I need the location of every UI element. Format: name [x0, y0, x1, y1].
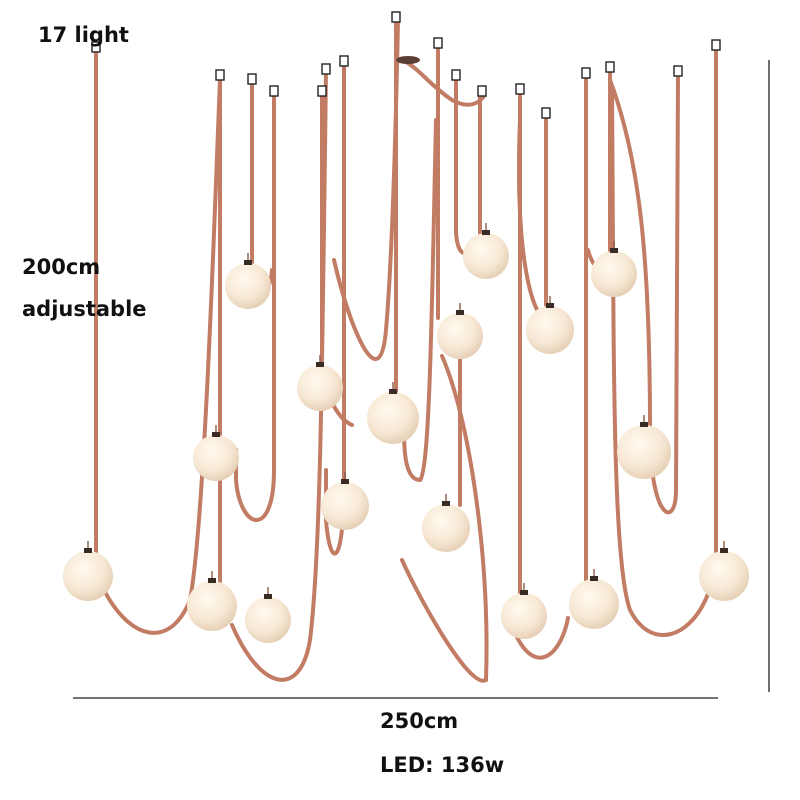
ceiling-mount — [317, 85, 327, 97]
glass-globe — [422, 504, 470, 552]
glass-globe — [699, 551, 749, 601]
glass-globe — [187, 581, 237, 631]
ceiling-mount — [581, 67, 591, 79]
globe-cap — [640, 422, 648, 427]
ceiling-mount — [215, 69, 225, 81]
globe-cap — [610, 248, 618, 253]
ceiling-mount — [91, 41, 101, 53]
ceiling-mount — [515, 83, 525, 95]
globe-cap — [720, 548, 728, 553]
width-label: 250cm — [380, 709, 458, 733]
globe-cap — [264, 594, 272, 599]
ceiling-mount — [269, 85, 279, 97]
light-count-label: 17 light — [38, 23, 129, 47]
glass-globe — [526, 306, 574, 354]
glass-globe — [321, 482, 369, 530]
globe-cap — [84, 548, 92, 553]
glass-globe — [463, 233, 509, 279]
ceiling-mount — [673, 65, 683, 77]
glass-globe — [591, 251, 637, 297]
globe-cap — [546, 303, 554, 308]
glass-globe — [245, 597, 291, 643]
glass-globe — [63, 551, 113, 601]
globe-cap — [442, 501, 450, 506]
globe-cap — [482, 230, 490, 235]
strap — [610, 88, 710, 637]
strap — [608, 76, 680, 515]
strap — [234, 90, 276, 522]
height-note-label: adjustable — [22, 297, 147, 321]
glass-globe — [297, 365, 343, 411]
ceiling-mount — [391, 11, 401, 23]
globes — [63, 223, 749, 643]
globe-cap — [456, 310, 464, 315]
strap — [517, 118, 542, 317]
globe-cap — [341, 479, 349, 484]
glass-globe — [193, 435, 239, 481]
glass-globe — [367, 392, 419, 444]
ceiling-mount — [321, 63, 331, 75]
globe-cap — [316, 362, 324, 367]
strap — [404, 60, 486, 107]
globe-cap — [389, 389, 397, 394]
globe-cap — [208, 578, 216, 583]
strap — [102, 78, 222, 635]
ceiling-mount — [451, 69, 461, 81]
globe-cap — [244, 260, 252, 265]
glass-globe — [225, 263, 271, 309]
globe-cap — [520, 590, 528, 595]
glass-globe — [437, 313, 483, 359]
glass-globe — [569, 579, 619, 629]
globe-cap — [590, 576, 598, 581]
power-label: LED: 136w — [380, 753, 504, 777]
height-label: 200cm — [22, 255, 100, 279]
glass-globe — [501, 593, 547, 639]
ceiling-mount — [605, 61, 615, 73]
ceiling-mount — [433, 37, 443, 49]
strap — [400, 354, 489, 683]
glass-globe — [617, 425, 671, 479]
ceiling-mount — [477, 85, 487, 97]
ceiling-mount — [541, 107, 551, 119]
ceiling-mount — [339, 55, 349, 67]
strap — [250, 78, 274, 294]
strap — [332, 18, 400, 361]
ceiling-mount — [711, 39, 721, 51]
straps — [91, 11, 721, 683]
globe-cap — [212, 432, 220, 437]
ceiling-canopy — [396, 56, 420, 64]
ceiling-mount — [247, 73, 257, 85]
strap — [402, 118, 438, 483]
